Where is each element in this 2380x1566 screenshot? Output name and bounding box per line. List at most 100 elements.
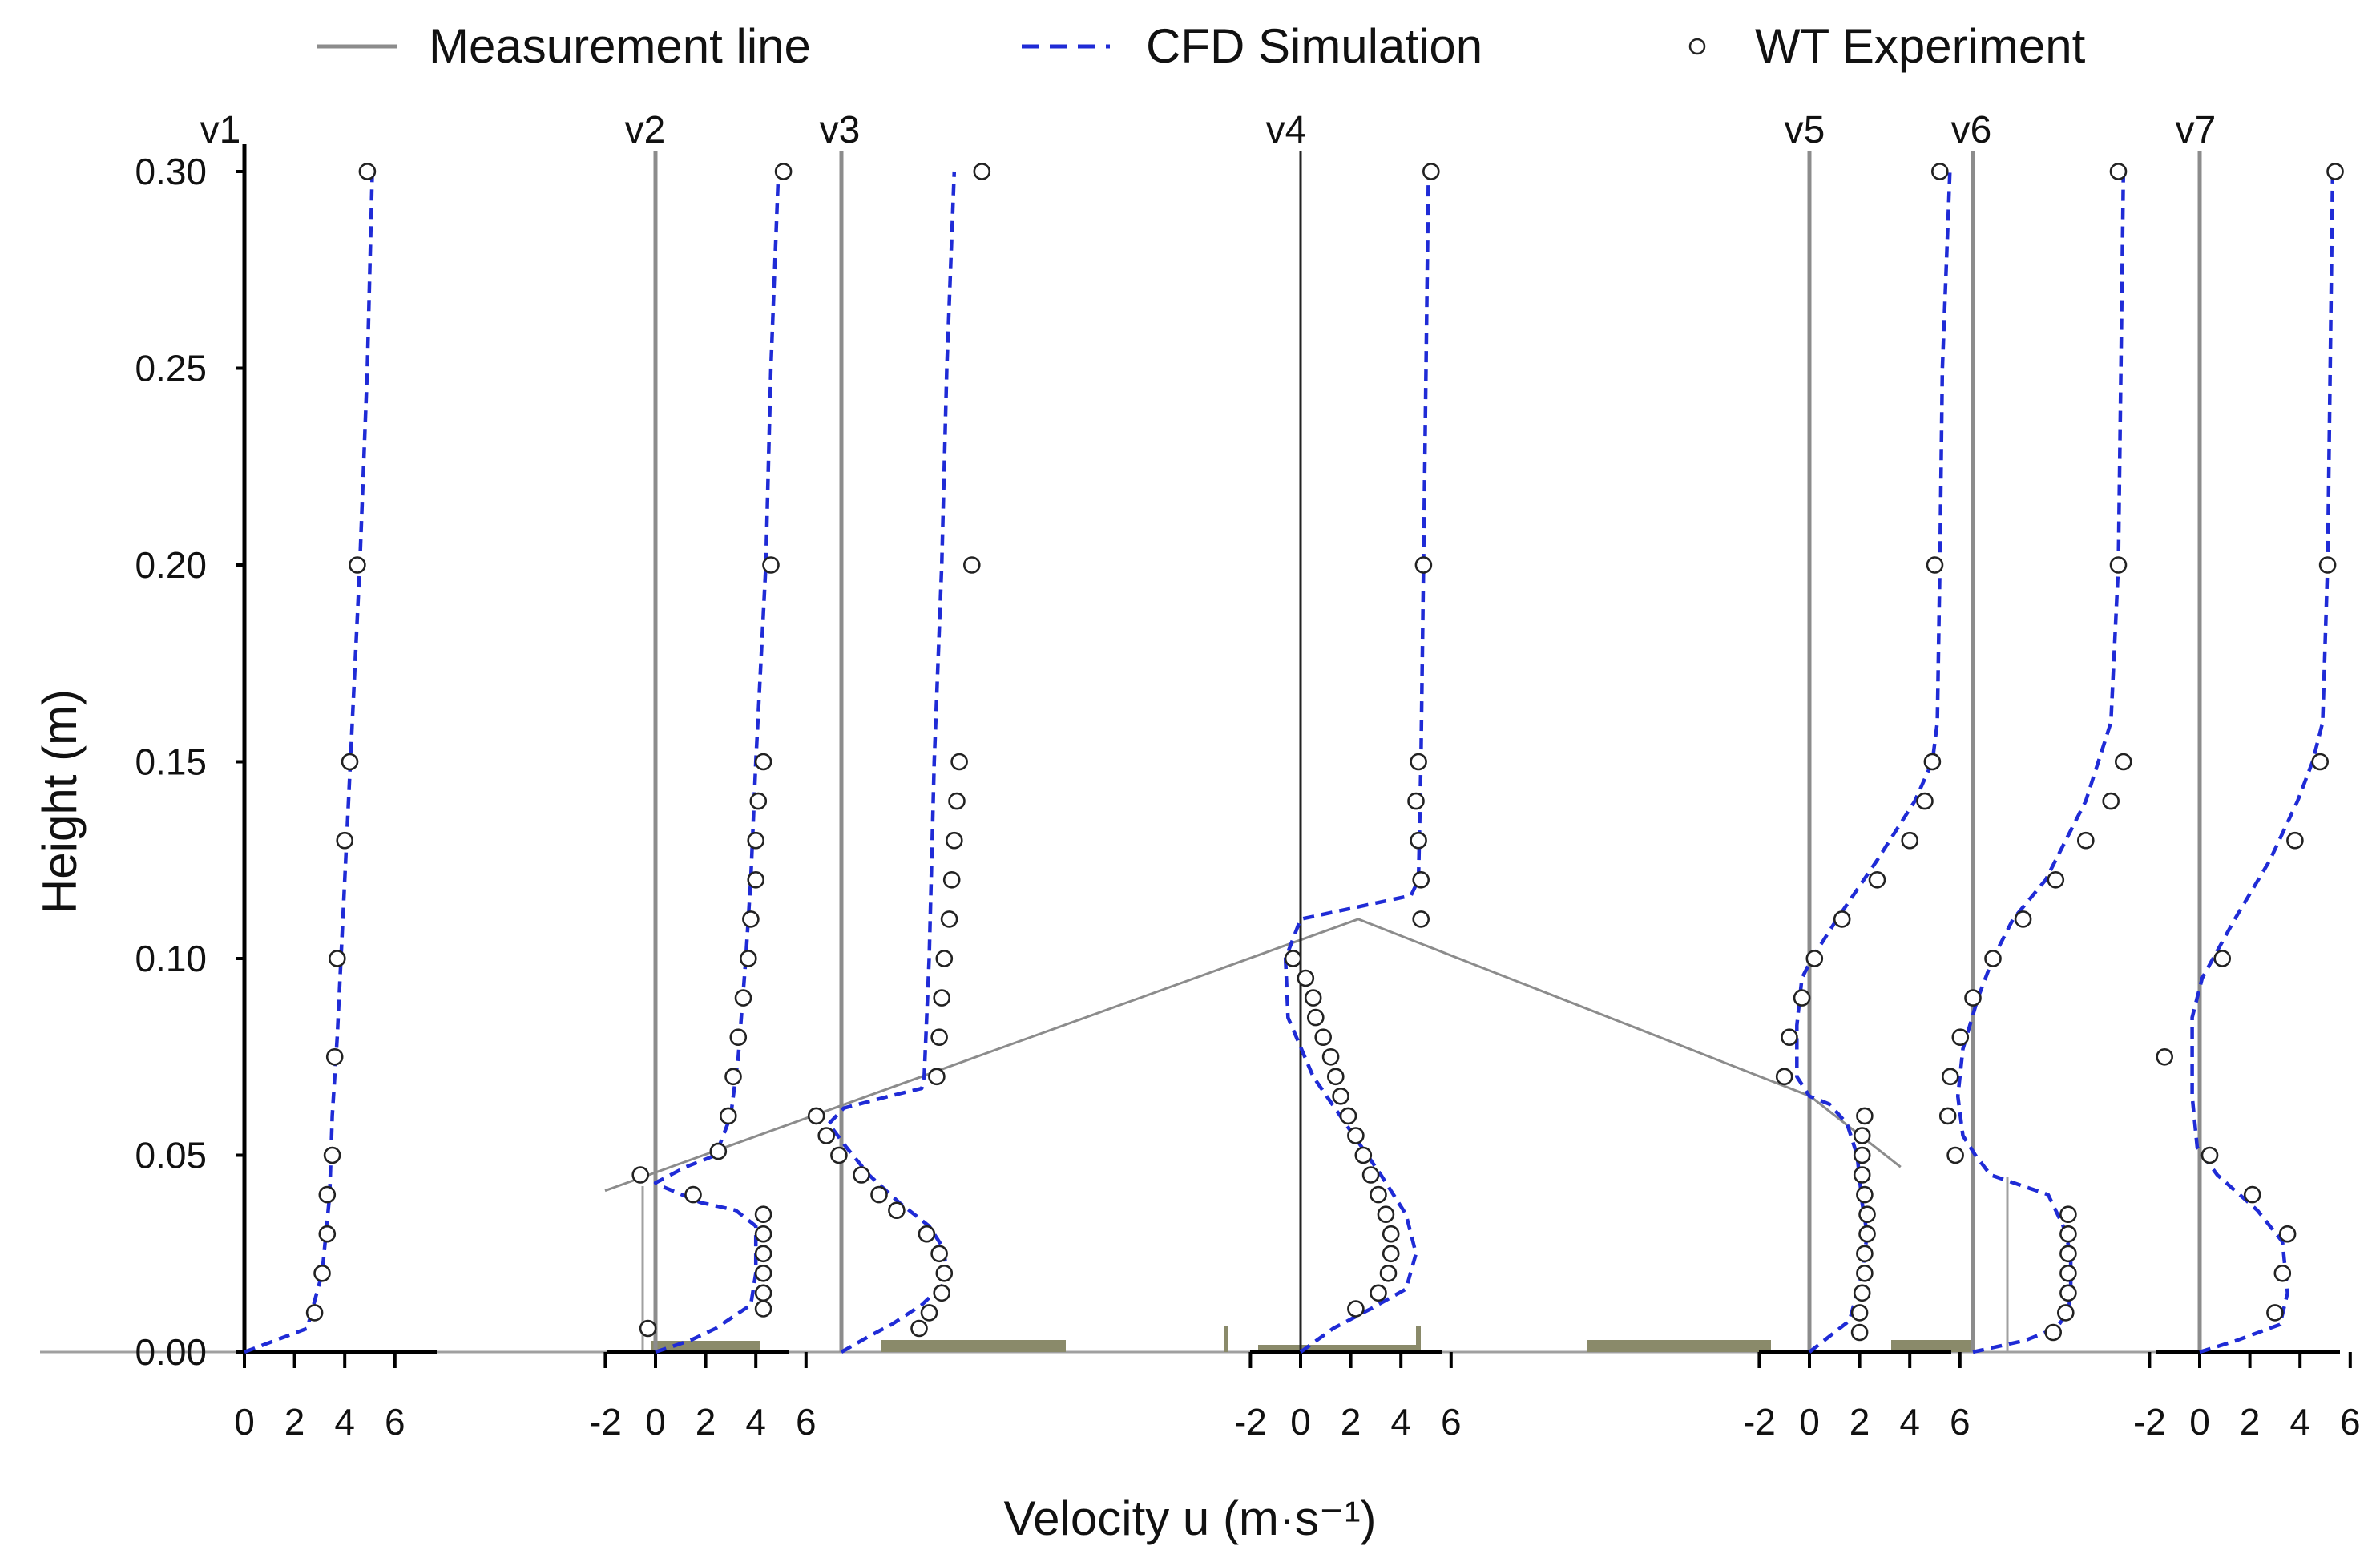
profile-v3: v3 xyxy=(807,109,991,1354)
wt-experiment-point xyxy=(358,163,377,180)
x-tick-label: 2 xyxy=(1850,1401,1870,1443)
cfd-line-v6 xyxy=(1955,171,2126,1354)
wt-experiment-point xyxy=(2059,1284,2077,1302)
wt-experiment-point xyxy=(1354,1146,1373,1164)
y-tick-label: 0.20 xyxy=(135,544,207,586)
wt-experiment-point xyxy=(328,950,346,967)
wt-experiment-point xyxy=(754,1245,772,1263)
x-tick-label: 0 xyxy=(1290,1401,1311,1443)
wt-experiment-point xyxy=(942,871,961,889)
wt-experiment-point xyxy=(724,1068,742,1086)
wt-experiment-point xyxy=(1916,792,1934,810)
wt-experiment-point xyxy=(719,1107,737,1125)
wt-experiment-point xyxy=(1377,1205,1395,1223)
wt-experiment-point xyxy=(754,1300,772,1318)
velocity-profiles: v10 2 4 6v2-2 0 2 4 6v3 v4-2 0 2 4 6v5-2 0 2 4 6v6 v7-2 0 2… xyxy=(200,109,2361,1443)
wt-experiment-point xyxy=(817,1127,835,1144)
profile-v1: v1 0 2 4 6 xyxy=(200,109,437,1443)
x-tick-label: 2 xyxy=(2240,1401,2261,1443)
wt-experiment-point xyxy=(2102,792,2120,810)
wt-experiment-point xyxy=(341,753,359,771)
wt-experiment-point xyxy=(2213,950,2231,967)
wt-experiment-point xyxy=(754,1205,772,1223)
wt-experiment-point xyxy=(1412,871,1430,889)
wt-experiment-point xyxy=(1964,989,1982,1007)
x-axis-title: Velocity u (m·s⁻¹) xyxy=(1003,1491,1376,1545)
wt-experiment-point xyxy=(2059,1225,2077,1243)
wt-experiment-point xyxy=(2273,1265,2292,1282)
wt-experiment-point xyxy=(313,1265,331,1282)
y-tick-label: 0.25 xyxy=(135,348,207,389)
wt-experiment-point xyxy=(1858,1205,1876,1223)
wt-experiment-point xyxy=(1307,1008,1325,1027)
wt-experiment-point xyxy=(1297,969,1315,987)
wt-experiment-point xyxy=(1414,556,1433,574)
x-tick-label: 6 xyxy=(2340,1401,2361,1443)
wt-experiment-point xyxy=(940,910,958,928)
x-tick-label: 4 xyxy=(1390,1401,1411,1443)
wt-experiment-point xyxy=(318,1185,337,1204)
x-tick-label: -2 xyxy=(2133,1401,2166,1443)
profile-label-v6: v6 xyxy=(1951,109,1992,151)
x-tick-label: -2 xyxy=(1743,1401,1776,1443)
wt-experiment-point xyxy=(2156,1048,2173,1066)
wt-experiment-point xyxy=(888,1201,906,1219)
wt-experiment-point xyxy=(1412,910,1430,928)
wt-experiment-point xyxy=(336,831,354,850)
wt-experiment-point xyxy=(973,163,991,180)
wt-experiment-point xyxy=(1793,989,1811,1007)
wt-experiment-point xyxy=(2014,910,2032,928)
x-tick-label: 6 xyxy=(385,1401,405,1443)
wt-experiment-point xyxy=(749,792,768,810)
y-axis: 0.00 0.05 0.10 0.15 0.20 0.25 0.30 Height (m) xyxy=(33,144,2328,1373)
wt-experiment-point xyxy=(754,1265,772,1282)
wt-experiment-point xyxy=(1858,1225,1876,1243)
wt-experiment-point xyxy=(2266,1304,2284,1322)
wt-experiment-point xyxy=(1942,1068,1959,1086)
wt-experiment-point xyxy=(2286,831,2304,850)
wt-experiment-point xyxy=(754,753,772,771)
wt-experiment-point xyxy=(920,1304,938,1322)
y-tick-label: 0.30 xyxy=(135,151,207,192)
wt-experiment-point xyxy=(930,1245,948,1263)
wt-experiment-point xyxy=(318,1225,337,1243)
legend: Measurement line CFD Simulation WT Exper… xyxy=(317,19,2086,73)
wt-experiment-point xyxy=(2077,831,2095,850)
wt-experiment-point xyxy=(933,1284,950,1302)
wt-experiment-point xyxy=(1805,950,1824,967)
wt-experiment-point xyxy=(729,1028,748,1046)
wt-experiment-point xyxy=(2109,163,2128,180)
wt-experiment-point xyxy=(1853,1127,1871,1144)
wt-experiment-point xyxy=(1853,1284,1871,1302)
cfd-line-v7 xyxy=(2190,171,2335,1354)
wt-experiment-point xyxy=(774,163,793,180)
profile-v6: v6 xyxy=(1938,109,2132,1354)
wt-experiment-point xyxy=(1856,1245,1874,1263)
wt-experiment-point xyxy=(830,1146,848,1164)
wt-experiment-point xyxy=(1926,556,1944,574)
wt-experiment-point xyxy=(1314,1028,1332,1046)
wt-experiment-point xyxy=(684,1185,702,1204)
wt-experiment-point xyxy=(2059,1245,2077,1263)
profile-label-v5: v5 xyxy=(1785,109,1825,151)
wt-experiment-point xyxy=(2115,753,2132,771)
obstacle-v4 xyxy=(1258,1345,1418,1352)
wt-experiment-point xyxy=(747,831,765,850)
wt-experiment-point xyxy=(963,556,981,574)
wt-experiment-point xyxy=(742,910,760,928)
cfd-line-v1 xyxy=(244,171,374,1354)
wt-experiment-point xyxy=(2059,1205,2077,1223)
wt-experiment-point xyxy=(870,1185,888,1204)
y-tick-label: 0.15 xyxy=(135,741,207,783)
cfd-line-v5 xyxy=(1795,171,1952,1354)
wt-experiment-point xyxy=(1781,1028,1798,1046)
profile-label-v3: v3 xyxy=(820,109,861,151)
wt-experiment-point xyxy=(754,1225,772,1243)
x-tick-label: 0 xyxy=(234,1401,255,1443)
y-ticks: 0.00 0.05 0.10 0.15 0.20 0.25 0.30 xyxy=(135,151,244,1373)
wt-experiment-point xyxy=(2243,1185,2261,1204)
x-tick-label: 0 xyxy=(2189,1401,2210,1443)
wt-experiment-point xyxy=(325,1048,344,1066)
wt-experiment-point xyxy=(935,1265,954,1282)
